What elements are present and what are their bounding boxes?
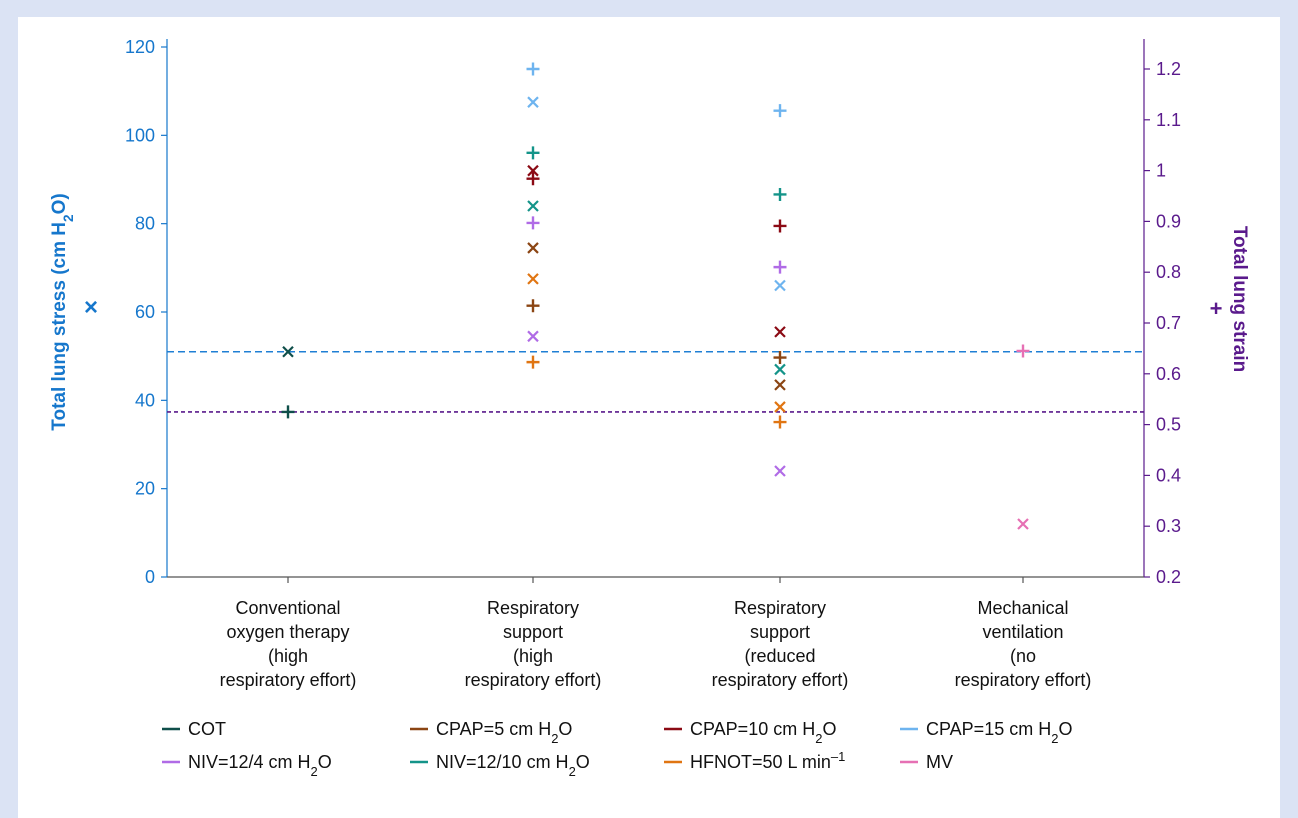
legend-label: MV [926,752,953,772]
stress-point [282,345,294,358]
stress-point [774,401,786,413]
right-tick-label: 0.5 [1156,415,1181,435]
chart-panel: 0 20 40 60 80 100 120 0.2 0.3 0.4 0.5 0.6 0.7 0.8 0.9 1… [18,17,1280,818]
right-axis-marker-symbol: + [1210,296,1223,321]
legend-label: COT [188,719,226,739]
left-axis-title: Total lung stress (cm H2O) [49,193,76,430]
legend-label: CPAP=15 cm H2O [926,719,1072,746]
strain-point [773,351,787,365]
x-category-label: respiratory effort) [955,670,1092,690]
left-tick-label: 20 [135,479,155,499]
strain-point [773,219,787,233]
strain-point [526,216,540,230]
right-axis-title: Total lung strain [1229,226,1250,372]
x-category-label: respiratory effort) [465,670,602,690]
chart: 0 20 40 60 80 100 120 0.2 0.3 0.4 0.5 0.6 0.7 0.8 0.9 1… [49,37,1250,779]
right-tick-label: 0.4 [1156,465,1181,485]
stress-point [527,242,539,254]
strain-point [526,146,540,160]
stress-point [1017,518,1029,530]
stress-point [527,330,539,343]
left-tick-label: 60 [135,302,155,322]
right-tick-label: 0.6 [1156,364,1181,384]
strain-point [773,260,787,274]
left-tick-label: 0 [145,567,155,587]
strain-point [773,187,787,201]
stress-point [774,279,786,292]
right-tick-label: 0.7 [1156,313,1181,333]
x-category-label: Respiratory [487,598,579,618]
stress-point [774,465,786,477]
right-tick-label: 1 [1156,161,1166,181]
x-category-label: support [750,622,810,642]
x-category-label: oxygen therapy [226,622,349,642]
strain-point [281,405,295,419]
right-tick-label: 1.1 [1156,110,1181,130]
x-category-label: Mechanical [977,598,1068,618]
left-axis-marker-symbol: × [84,294,98,321]
x-category-label: respiratory effort) [220,670,357,690]
right-tick-label: 0.2 [1156,567,1181,587]
x-category-label: (high [513,646,553,666]
x-category-label: Conventional [235,598,340,618]
left-tick-label: 40 [135,390,155,410]
left-tick-label: 100 [125,125,155,145]
strain-point [526,355,540,369]
left-tick-label: 80 [135,214,155,234]
right-tick-label: 0.9 [1156,211,1181,231]
x-category-label: (no [1010,646,1036,666]
stress-point [527,164,539,177]
legend-label: CPAP=10 cm H2O [690,719,836,746]
strain-point [773,415,787,429]
right-tick-label: 0.3 [1156,516,1181,536]
strain-point [526,172,540,186]
stress-point [527,200,539,212]
x-category-label: respiratory effort) [712,670,849,690]
x-category-label: (reduced [744,646,815,666]
x-category-label: ventilation [982,622,1063,642]
strain-point [526,299,540,313]
x-category-label: (high [268,646,308,666]
legend-label: NIV=12/4 cm H2O [188,752,332,779]
stress-point [774,326,786,338]
right-tick-label: 1.2 [1156,59,1181,79]
strain-point [773,104,787,118]
right-tick-label: 0.8 [1156,262,1181,282]
stress-point [774,379,786,391]
legend-label: NIV=12/10 cm H2O [436,752,590,779]
stress-point [527,96,539,108]
strain-point [1016,344,1030,358]
stress-point [774,363,786,376]
legend-label: CPAP=5 cm H2O [436,719,572,746]
left-tick-label: 120 [125,37,155,57]
stress-point [527,273,539,285]
x-category-label: support [503,622,563,642]
legend-label: HFNOT=50 L min–1 [690,749,845,773]
x-category-label: Respiratory [734,598,826,618]
strain-point [526,62,540,76]
